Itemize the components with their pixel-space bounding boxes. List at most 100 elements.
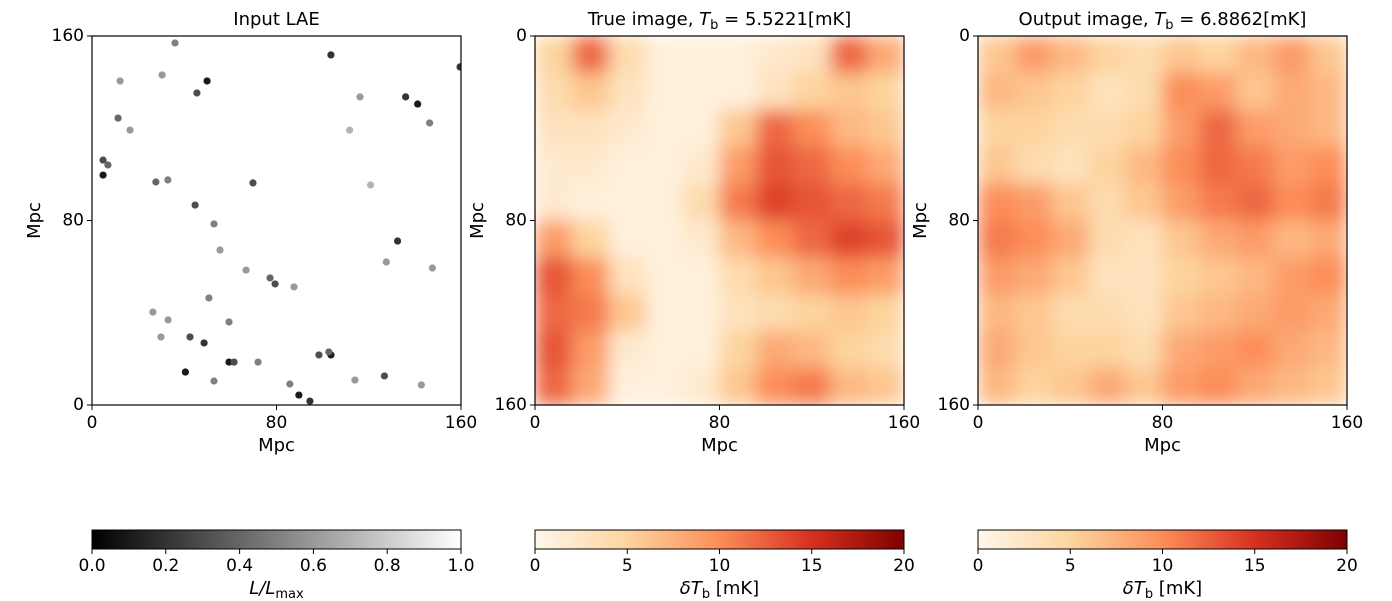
heat-cell [867,36,904,74]
lae-point [402,93,410,101]
heat-cell [719,109,757,148]
heat-cell [535,146,573,185]
heat-cell [682,257,720,295]
heat-cell [1273,146,1311,185]
heat-cell [830,146,868,185]
heat-cell [682,331,720,369]
heat-cell [793,72,831,111]
heat-cell [645,220,684,258]
heat-cell [978,257,1016,295]
heat-cell [719,220,757,258]
x-tick-label: 80 [1152,413,1174,433]
heat-cell [1236,331,1274,369]
heat-cell [645,368,684,405]
x-tick-label: 80 [266,413,288,433]
heat-cell [1236,220,1274,258]
heat-cell [1199,109,1237,148]
heat-cell [1236,146,1274,185]
colorbar-tick-label: 0.8 [374,556,401,576]
x-tick-label: 0 [973,413,984,433]
heat-cell [1162,331,1200,369]
heat-cell [1088,368,1127,405]
heat-cell [1236,294,1274,332]
heat-cell [608,36,647,74]
y-axis-label: Mpc [467,202,488,239]
heat-cell [1088,72,1127,111]
heat-cell [1310,368,1347,405]
x-tick-label: 160 [888,413,920,433]
y-axis-label: Mpc [910,202,931,239]
heat-cell [867,220,904,258]
heat-cell [1051,331,1090,369]
lae-point [380,372,389,380]
heat-cell [1162,220,1200,258]
heat-cell [1273,36,1311,74]
lae-point [325,348,333,356]
heat-cell [1051,257,1090,295]
heat-cell [1051,109,1090,148]
heat-cell [1088,257,1127,295]
heat-cell [1125,183,1163,221]
heat-cell [793,109,831,148]
heat-cell [1051,146,1090,185]
x-tick-label: 160 [1331,413,1363,433]
heat-cell [978,294,1016,332]
lae-point [351,376,359,384]
heat-cell [1162,146,1200,185]
heat-cell [978,72,1016,111]
x-tick-label: 80 [709,413,731,433]
heat-cell [608,257,647,295]
lae-point [216,246,224,254]
colorbar-tick-label: 0 [973,556,984,576]
heat-cell [1310,331,1347,369]
heat-cell [682,72,720,111]
y-tick-label: 80 [948,211,970,231]
heat-cell [1088,220,1127,258]
heat-cell [535,36,573,74]
heat-cell [719,331,757,369]
heat-cell [1310,109,1347,148]
heat-cell [719,36,757,74]
heat-cell [1125,331,1163,369]
heat-cell [1014,294,1053,332]
lae-point [157,333,165,341]
heat-cell [535,257,573,295]
heat-cell [867,331,904,369]
heat-cell [1199,220,1237,258]
plot-frame [91,35,462,406]
heat-cell [867,257,904,295]
lae-point [230,358,238,366]
heat-cell [571,183,610,221]
heat-cell [1199,331,1237,369]
y-tick-label: 0 [959,26,970,46]
heat-cell [1014,331,1053,369]
heat-cell [830,331,868,369]
heat-cell [1236,368,1274,405]
lae-point [290,283,298,291]
heatmap [978,36,1347,405]
heat-cell [571,331,610,369]
heat-cell [571,294,610,332]
heat-cell [682,368,720,405]
x-tick-label: 160 [445,413,477,433]
heat-cell [1236,183,1274,221]
heat-cell [1162,36,1200,74]
lae-point [203,77,211,85]
heat-cell [978,146,1016,185]
y-tick-label: 80 [62,211,84,231]
heat-cell [535,220,573,258]
heat-cell [1125,220,1163,258]
lae-point [417,381,425,389]
y-tick-label: 160 [52,26,84,46]
heat-cell [1125,368,1163,405]
heat-cell [1162,72,1200,111]
heat-cell [719,294,757,332]
heat-cell [1236,257,1274,295]
heat-cell [645,331,684,369]
heat-cell [1273,257,1311,295]
heat-cell [867,183,904,221]
heat-cell [793,183,831,221]
heat-cell [571,109,610,148]
heat-cell [1014,183,1053,221]
